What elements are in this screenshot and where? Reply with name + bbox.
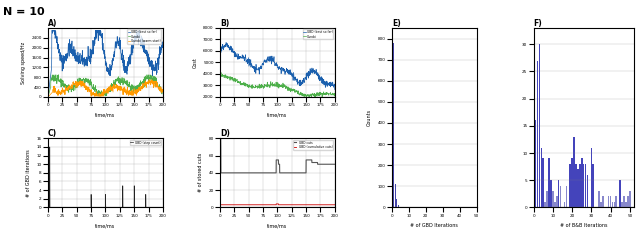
Y-axis label: Cost: Cost: [193, 57, 198, 68]
Bar: [560, 186, 561, 207]
Text: A): A): [48, 19, 58, 28]
Text: E): E): [392, 19, 401, 28]
Bar: [575, 164, 577, 207]
Bar: [396, 199, 397, 207]
Bar: [573, 137, 575, 207]
Bar: [620, 180, 621, 207]
Bar: [558, 180, 559, 207]
Bar: [616, 196, 617, 207]
Bar: [395, 184, 396, 207]
Bar: [583, 164, 584, 207]
Bar: [577, 169, 579, 207]
Legend: GBD (best so far), Gurobi, Gurobi (warm start): GBD (best so far), Gurobi, Gurobi (warm …: [127, 30, 161, 44]
Bar: [614, 202, 615, 207]
Bar: [393, 43, 394, 207]
Bar: [579, 164, 580, 207]
Bar: [572, 158, 573, 207]
Bar: [598, 191, 600, 207]
Text: B): B): [220, 19, 229, 28]
X-axis label: time/ms: time/ms: [268, 223, 287, 228]
Bar: [629, 191, 630, 207]
X-axis label: time/ms: time/ms: [268, 113, 287, 118]
Bar: [541, 147, 542, 207]
Y-axis label: Counts: Counts: [367, 109, 372, 126]
Bar: [627, 196, 628, 207]
Bar: [602, 196, 604, 207]
Bar: [537, 61, 538, 207]
Legend: GBD (step count): GBD (step count): [130, 140, 161, 145]
Y-axis label: # of GBD iterations: # of GBD iterations: [26, 149, 31, 197]
Bar: [547, 191, 548, 207]
Bar: [556, 196, 557, 207]
Legend: GBD (best so far), Gurobi: GBD (best so far), Gurobi: [303, 30, 333, 39]
Bar: [535, 120, 536, 207]
Bar: [581, 158, 582, 207]
Bar: [593, 164, 594, 207]
Bar: [621, 202, 623, 207]
Bar: [612, 202, 613, 207]
Bar: [566, 186, 567, 207]
Bar: [539, 44, 540, 207]
Text: C): C): [48, 129, 57, 138]
X-axis label: # of B&B Iterations: # of B&B Iterations: [560, 223, 607, 228]
Bar: [608, 196, 609, 207]
Bar: [585, 164, 586, 207]
Bar: [552, 191, 554, 207]
Bar: [548, 158, 550, 207]
Bar: [543, 158, 544, 207]
Bar: [610, 196, 611, 207]
Bar: [398, 205, 399, 207]
Bar: [587, 175, 588, 207]
Bar: [600, 202, 602, 207]
Bar: [564, 202, 565, 207]
Bar: [545, 202, 546, 207]
Bar: [625, 202, 627, 207]
X-axis label: time/ms: time/ms: [95, 113, 116, 118]
Text: N = 10: N = 10: [3, 7, 45, 17]
Bar: [554, 202, 556, 207]
Bar: [623, 196, 625, 207]
Bar: [550, 180, 552, 207]
Legend: GBD cuts, GBD (cumulative cuts): GBD cuts, GBD (cumulative cuts): [293, 140, 333, 150]
X-axis label: time/ms: time/ms: [95, 223, 116, 228]
Y-axis label: Solving speed/Hz: Solving speed/Hz: [20, 41, 26, 84]
X-axis label: # of GBD Iterations: # of GBD Iterations: [410, 223, 458, 228]
Bar: [591, 147, 592, 207]
Text: D): D): [220, 129, 230, 138]
Y-axis label: # of stored cuts: # of stored cuts: [198, 153, 203, 192]
Bar: [570, 164, 571, 207]
Text: F): F): [534, 19, 543, 28]
